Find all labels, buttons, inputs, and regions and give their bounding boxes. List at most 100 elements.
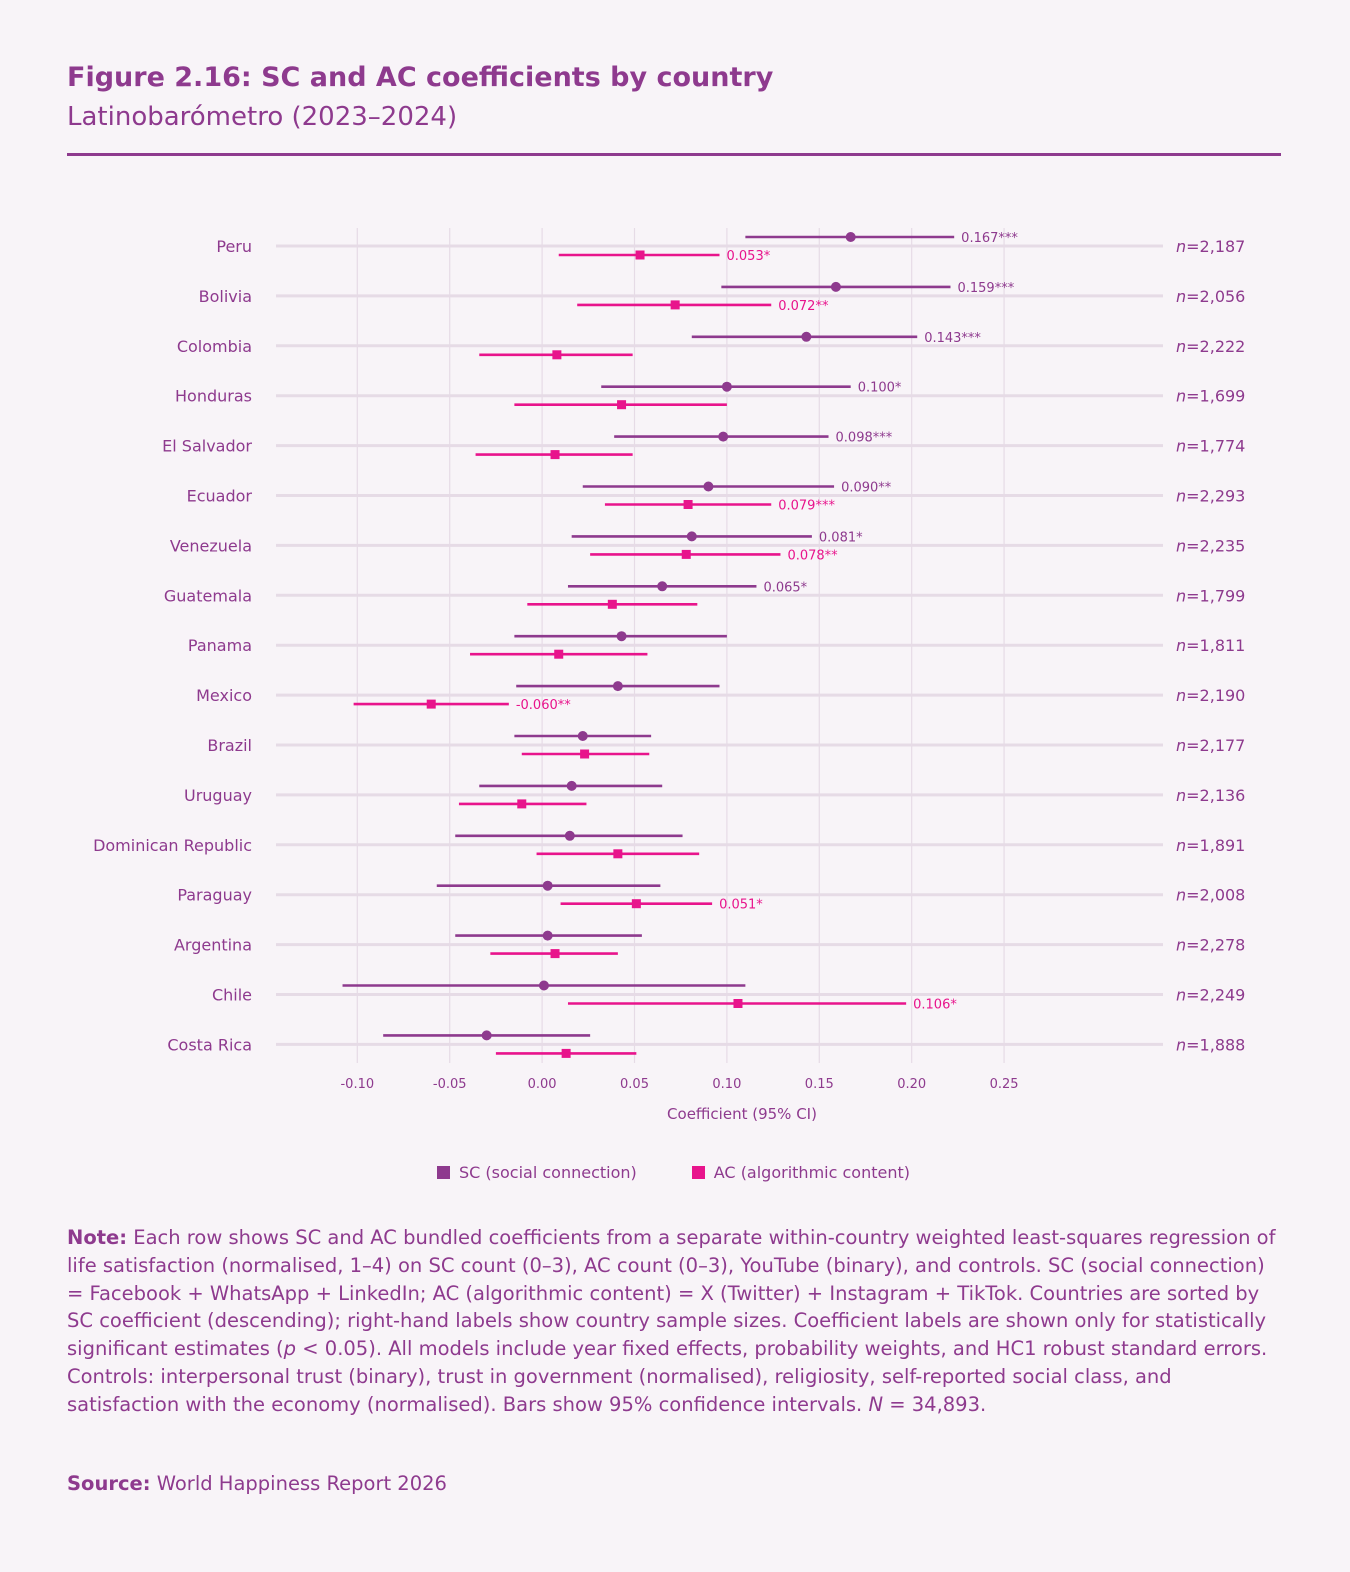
source-text: World Happiness Report 2026 <box>150 1472 447 1495</box>
country-label: Chile <box>212 986 252 1005</box>
ac-point-marker <box>426 699 436 709</box>
country-label: Paraguay <box>177 886 252 905</box>
country-label: Mexico <box>196 686 252 705</box>
sc-coefficient-label: 0.143*** <box>924 331 981 346</box>
ac-point-marker <box>607 599 617 609</box>
sc-point-marker <box>703 481 714 492</box>
ac-point-marker <box>580 749 590 759</box>
sc-point-marker <box>845 232 856 242</box>
country-label: Panama <box>188 636 252 655</box>
ac-coefficient-label: 0.051* <box>719 898 763 913</box>
x-tick-label: 0.20 <box>897 1077 926 1092</box>
country-label: Uruguay <box>184 786 252 805</box>
ac-point-marker <box>561 1048 571 1058</box>
sc-point-marker <box>612 681 623 692</box>
note-text: Each row shows SC and AC bundled coeffic… <box>67 1226 1276 1361</box>
legend-item-ac: AC (algorithmic content) <box>691 1163 910 1182</box>
sc-coefficient-label: 0.167*** <box>961 231 1018 246</box>
note-text: = 34,893. <box>883 1392 987 1416</box>
x-axis-title: Coefficient (95% CI) <box>667 1105 817 1123</box>
sample-size-label: n=1,888 <box>1176 1035 1245 1054</box>
ac-coefficient-label: 0.072** <box>778 299 829 314</box>
x-tick-label: 0.10 <box>712 1077 741 1092</box>
country-label: Brazil <box>207 736 252 755</box>
ac-point-marker <box>552 350 562 360</box>
legend-label-ac: AC (algorithmic content) <box>713 1163 910 1182</box>
sample-size-label: n=2,008 <box>1176 886 1245 905</box>
ac-point-marker <box>517 799 527 809</box>
sample-size-label: n=2,249 <box>1176 986 1245 1005</box>
country-label: Costa Rica <box>167 1035 252 1054</box>
country-label: Ecuador <box>187 487 253 506</box>
sc-point-marker <box>830 281 841 292</box>
sample-size-label: n=2,278 <box>1176 936 1245 955</box>
ac-coefficient-label: 0.053* <box>727 249 771 264</box>
ac-coefficient-label: 0.106* <box>913 998 957 1013</box>
ac-coefficient-label: 0.078** <box>787 548 838 563</box>
sample-size-label: n=1,774 <box>1176 437 1245 456</box>
legend-item-sc: SC (social connection) <box>437 1163 637 1182</box>
ac-coefficient-label: 0.079*** <box>778 499 835 514</box>
legend: SC (social connection) AC (algorithmic c… <box>437 1163 910 1182</box>
note-N: N <box>868 1392 884 1416</box>
x-tick-label: 0.00 <box>528 1077 557 1092</box>
sample-size-label: n=1,799 <box>1176 586 1245 605</box>
x-tick-label: -0.10 <box>340 1077 374 1092</box>
sample-size-label: n=2,190 <box>1176 686 1245 705</box>
sc-point-marker <box>564 830 575 841</box>
country-label: Bolivia <box>199 287 252 306</box>
figure-note: Note: Each row shows SC and AC bundled c… <box>67 1224 1287 1419</box>
sc-point-marker <box>721 381 732 392</box>
sc-coefficient-label: 0.100* <box>858 381 902 396</box>
note-text: < 0.05). All models include year fixed e… <box>67 1337 1268 1416</box>
sc-point-marker <box>686 531 697 542</box>
ac-point-marker <box>733 999 743 1008</box>
sample-size-label: n=2,293 <box>1176 487 1245 506</box>
note-label: Note: <box>67 1226 128 1249</box>
sc-point-marker <box>718 431 729 442</box>
sample-size-label: n=1,699 <box>1176 387 1245 406</box>
country-label: Venezuela <box>170 536 252 555</box>
sc-point-marker <box>481 1030 492 1041</box>
source-label: Source: <box>67 1472 151 1495</box>
country-label: Guatemala <box>164 586 252 605</box>
sample-size-label: n=2,187 <box>1176 237 1245 256</box>
sc-point-marker <box>657 581 668 592</box>
ac-point-marker <box>681 549 691 559</box>
ac-point-marker <box>617 400 627 410</box>
sample-size-label: n=2,136 <box>1176 786 1245 805</box>
sc-point-marker <box>577 731 588 741</box>
x-tick-label: 0.05 <box>620 1077 649 1092</box>
sc-point-marker <box>801 331 812 342</box>
sc-coefficient-label: 0.159*** <box>957 281 1014 296</box>
ac-point-marker <box>670 300 680 310</box>
ac-point-marker <box>631 899 641 909</box>
forest-plot: -0.10 -0.05 0.00 0.05 0.10 0.15 0.20 0.25 Coeffi… <box>93 228 1245 1123</box>
sc-coefficient-label: 0.098*** <box>836 431 893 446</box>
x-tick-label: -0.05 <box>433 1077 467 1092</box>
ac-point-marker <box>613 849 623 859</box>
sample-size-label: n=2,235 <box>1176 536 1245 555</box>
country-label: Peru <box>216 237 252 256</box>
sample-size-label: n=2,177 <box>1176 736 1245 755</box>
sc-coefficient-label: 0.081* <box>819 530 863 545</box>
sample-size-label: n=1,811 <box>1176 636 1245 655</box>
sample-size-label: n=2,056 <box>1176 287 1245 306</box>
figure-source: Source: World Happiness Report 2026 <box>67 1472 447 1495</box>
ac-point-marker <box>550 949 560 959</box>
legend-swatch-sc <box>437 1166 450 1179</box>
sc-point-marker <box>616 631 627 642</box>
legend-label-sc: SC (social connection) <box>459 1163 637 1182</box>
ac-point-marker <box>683 500 693 509</box>
ac-point-marker <box>554 649 564 659</box>
sc-coefficient-label: 0.090** <box>841 481 892 496</box>
sc-point-marker <box>542 880 553 891</box>
sc-point-marker <box>538 980 549 991</box>
x-tick-label: 0.25 <box>990 1077 1019 1092</box>
ac-point-marker <box>550 450 560 460</box>
country-label: Dominican Republic <box>93 836 252 855</box>
note-p: p <box>283 1337 297 1361</box>
sample-size-label: n=1,891 <box>1176 836 1245 855</box>
sc-point-marker <box>542 930 553 941</box>
figure-subtitle: Latinobarómetro (2023–2024) <box>67 102 458 132</box>
